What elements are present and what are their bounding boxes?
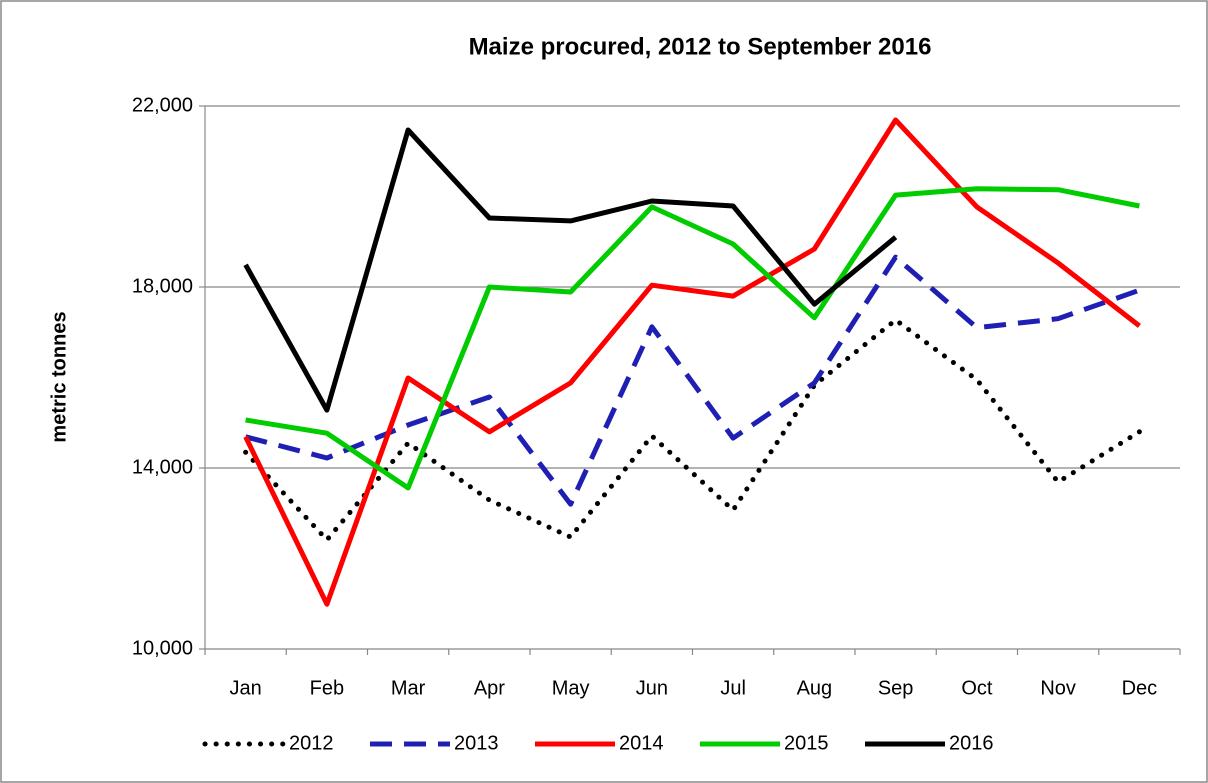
x-tick-label: Mar <box>391 677 426 699</box>
series-line <box>243 317 1142 543</box>
legend-label: 2016 <box>949 732 994 754</box>
x-tick-label: Jul <box>720 677 746 699</box>
chart-title: Maize procured, 2012 to September 2016 <box>469 33 932 60</box>
x-tick-label: Sep <box>878 677 914 699</box>
x-tick-label: Oct <box>961 677 993 699</box>
x-tick-label: Jan <box>230 677 262 699</box>
legend-label: 2012 <box>289 732 334 754</box>
series-line <box>243 127 898 413</box>
y-tick-label: 22,000 <box>132 94 193 116</box>
y-axis-label: metric tonnes <box>48 311 70 442</box>
y-tick-label: 14,000 <box>132 456 193 478</box>
x-tick-label: Apr <box>474 677 505 699</box>
x-tick-label: Dec <box>1122 677 1158 699</box>
y-tick-label: 18,000 <box>132 275 193 297</box>
x-tick-label: May <box>552 677 590 699</box>
x-tick-label: Nov <box>1040 677 1076 699</box>
y-tick-label: 10,000 <box>132 637 193 659</box>
x-tick-label: Feb <box>310 677 344 699</box>
x-tick-label: Aug <box>797 677 833 699</box>
legend-label: 2014 <box>619 732 664 754</box>
x-tick-label: Jun <box>636 677 668 699</box>
legend-label: 2013 <box>454 732 499 754</box>
legend-label: 2015 <box>784 732 829 754</box>
series-line <box>244 254 1141 507</box>
series-line <box>243 117 1141 607</box>
series-line <box>245 186 1140 491</box>
